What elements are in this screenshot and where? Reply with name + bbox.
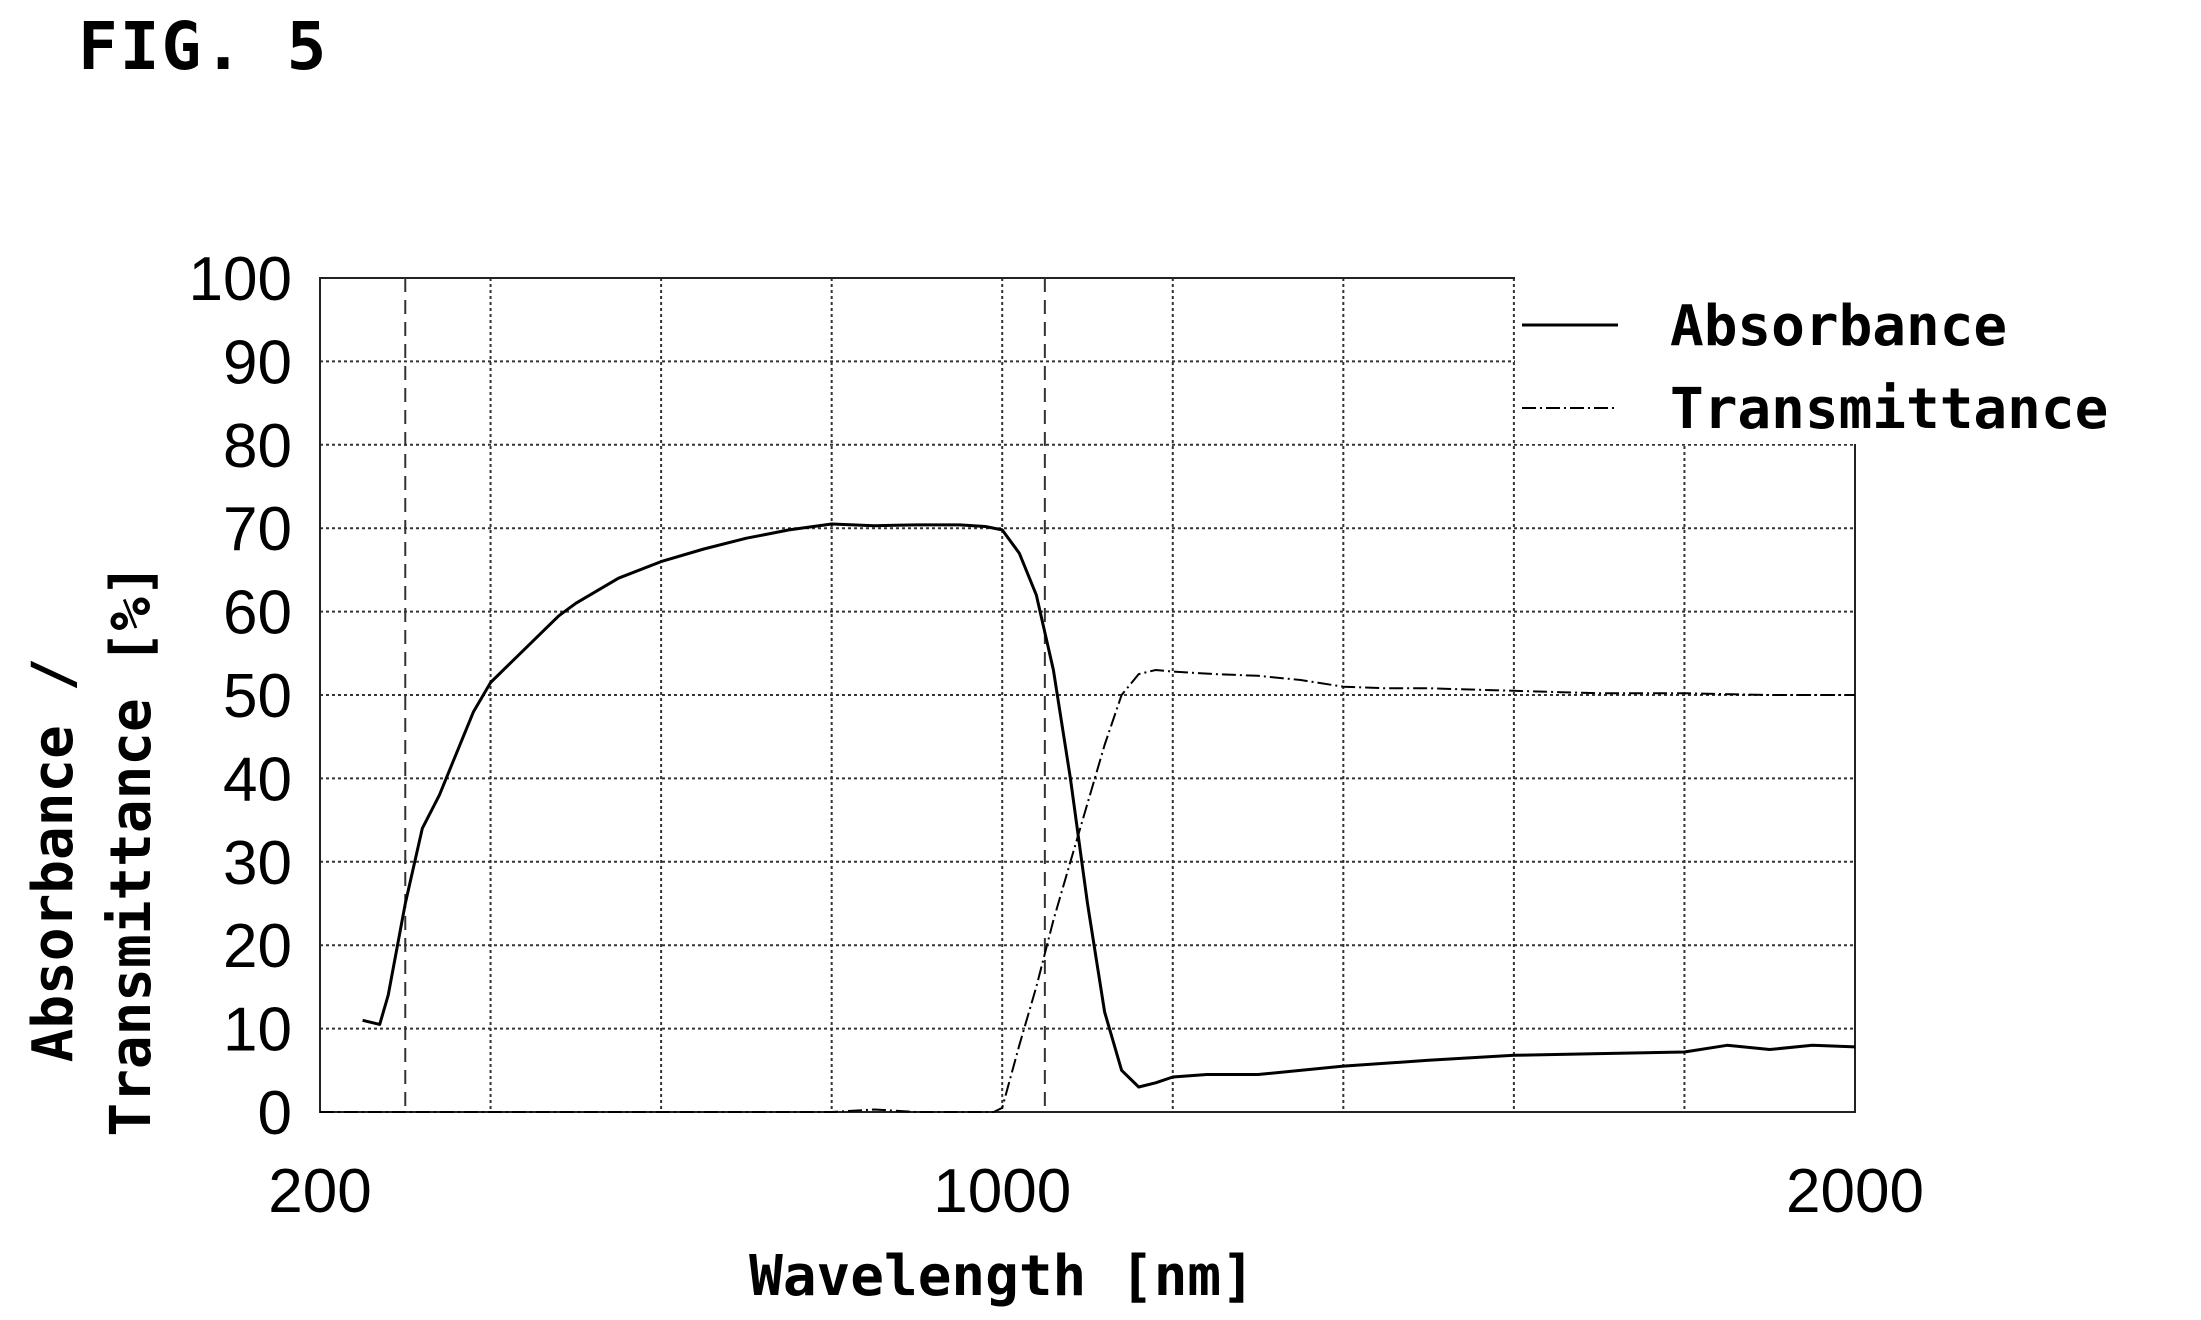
y-tick-label: 80: [223, 412, 292, 481]
y-tick-label: 60: [223, 579, 292, 648]
series-layer: [320, 522, 1856, 1113]
series-line-transmittance: [320, 669, 1855, 1113]
y-tick-label: 70: [223, 495, 292, 564]
y-axis-title-line1: Absorbance /: [21, 658, 86, 1063]
y-tick-label: 30: [223, 829, 292, 898]
legend: Absorbance Transmittance: [1515, 272, 2201, 444]
x-tick-label: 1000: [933, 1157, 1071, 1226]
y-tick-label: 10: [223, 996, 292, 1065]
x-tick-label: 2000: [1786, 1157, 1924, 1226]
legend-label-absorbance: Absorbance: [1670, 294, 2007, 359]
marker-lines: [404, 278, 1046, 1112]
y-tick-label: 50: [223, 662, 292, 731]
x-tick-label: 200: [268, 1157, 371, 1226]
series-line-absorbance: [362, 522, 1856, 1089]
y-tick-label: 20: [223, 912, 292, 981]
tick-labels: 0 10 20 30 40 50 60 70 80 90 100 200 1000 2000: [189, 245, 1924, 1226]
y-tick-label: 0: [258, 1079, 292, 1148]
legend-background: [1515, 272, 2201, 444]
y-tick-label: 100: [189, 245, 292, 314]
y-tick-label: 40: [223, 745, 292, 814]
figure-title: FIG. 5: [78, 8, 329, 85]
y-tick-label: 90: [223, 328, 292, 397]
x-axis-title: Wavelength [nm]: [749, 1244, 1255, 1309]
legend-label-transmittance: Transmittance: [1670, 377, 2108, 442]
y-axis-title-line2: Transmittance [%]: [99, 563, 164, 1136]
